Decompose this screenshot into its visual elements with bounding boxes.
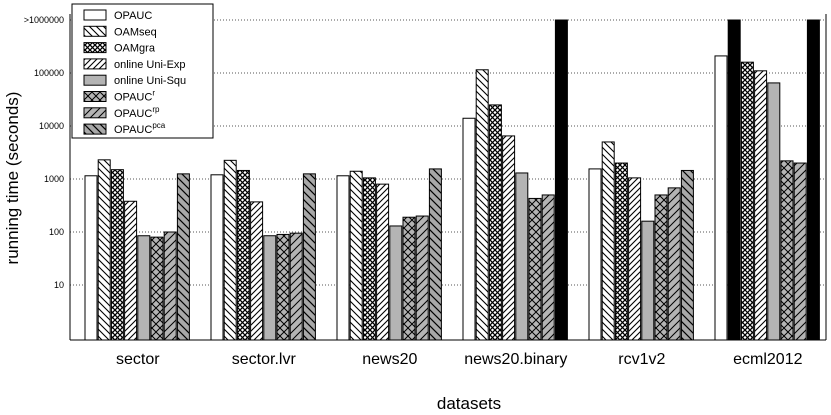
bar-news20-binary-5: [515, 172, 529, 341]
bar-news20-binary-7: [541, 194, 555, 341]
bar-news20-binary-2: [475, 69, 489, 341]
bar-news20-5: [389, 225, 403, 341]
category-label: ecml2012: [733, 351, 802, 368]
bar-sector-4: [124, 200, 138, 341]
category-label: rcv1v2: [618, 351, 665, 368]
category-label: news20: [362, 351, 417, 368]
bar-rcv1v2-1: [588, 168, 602, 341]
legend-swatch: [83, 42, 107, 54]
legend-superscript: pca: [152, 121, 165, 130]
legend-label: OPAUCrp: [114, 105, 160, 120]
bar-rcv1v2-8: [680, 169, 694, 341]
legend-swatch: [83, 91, 107, 102]
y-tick-labels: 10 100 1000 10000 100000 >1000000: [24, 15, 64, 290]
bar-rcv1v2-3: [614, 162, 628, 341]
y-tick-label: 10: [54, 280, 64, 290]
x-category-labels: sector sector.lvr news20 news20.binary rcv1v…: [116, 351, 803, 368]
bar-sector-lvr-4: [250, 201, 264, 341]
legend-swatch: [83, 58, 107, 70]
y-tick-label: >1000000: [24, 15, 64, 25]
bar-ecml2012-8: [806, 19, 820, 341]
y-tick-label: 10000: [39, 121, 64, 131]
category-label: sector.lvr: [232, 351, 297, 368]
bar-rcv1v2-7: [667, 187, 681, 341]
bar-sector-lvr-2: [223, 159, 237, 341]
x-axis-title: datasets: [437, 394, 501, 413]
y-tick-label: 1000: [44, 174, 64, 184]
bar-news20-1: [336, 175, 350, 341]
bar-ecml2012-2: [727, 19, 741, 341]
legend-swatch: [83, 25, 107, 37]
bar-rcv1v2-4: [628, 177, 642, 341]
bar-news20-binary-3: [488, 104, 502, 341]
legend-label: OPAUC: [114, 10, 152, 22]
y-tick-label: 100000: [34, 68, 64, 78]
legend-swatch: [83, 9, 107, 21]
bar-sector-7: [163, 231, 177, 341]
bar-ecml2012-5: [767, 82, 781, 341]
legend-swatch: [83, 107, 107, 119]
bar-rcv1v2-2: [601, 141, 615, 341]
bar-news20-binary-8: [554, 19, 568, 341]
bar-ecml2012-4: [754, 70, 768, 341]
bar-sector-lvr-5: [263, 235, 277, 341]
legend-label: OPAUCr: [114, 89, 155, 104]
bar-rcv1v2-5: [641, 220, 655, 341]
y-axis-title: running time (seconds): [3, 92, 22, 265]
y-tick-label: 100: [49, 227, 64, 237]
legend-superscript: r: [152, 89, 155, 98]
bar-sector-1: [84, 175, 98, 341]
category-label: news20.binary: [464, 351, 567, 368]
bar-sector-lvr-1: [210, 174, 224, 341]
axes: [69, 14, 827, 341]
bar-ecml2012-6: [780, 160, 794, 341]
category-label: sector: [116, 351, 160, 368]
bar-news20-binary-4: [502, 135, 516, 341]
bar-sector-lvr-7: [289, 232, 303, 341]
bar-news20-8: [428, 168, 442, 341]
bar-news20-2: [349, 170, 363, 341]
bar-sector-5: [137, 235, 151, 341]
bar-rcv1v2-6: [654, 194, 668, 341]
bar-news20-binary-6: [528, 197, 542, 341]
bar-news20-6: [402, 216, 416, 341]
legend-label: online Uni-Exp: [114, 59, 186, 71]
bar-sector-3: [110, 169, 124, 341]
legend-swatch: [83, 123, 107, 135]
legend: OPAUC OAMseq OAMgra online Uni-Exp online Un…: [71, 3, 214, 139]
bar-sector-6: [150, 236, 164, 341]
bar-ecml2012-3: [740, 61, 754, 341]
bar-ecml2012-1: [714, 55, 728, 341]
legend-label: OAMgra: [114, 43, 156, 55]
bar-sector-8: [176, 173, 190, 341]
bar-sector-lvr-8: [302, 173, 316, 341]
bar-sector-2: [97, 159, 111, 341]
legend-superscript: rp: [152, 105, 160, 114]
bar-news20-4: [376, 183, 390, 341]
bar-news20-3: [362, 177, 376, 341]
bar-news20-7: [415, 215, 429, 341]
legend-label: OAMseq: [114, 26, 157, 38]
legend-label: online Uni-Squ: [114, 75, 186, 87]
legend-swatch: [83, 74, 107, 86]
bar-sector-lvr-6: [276, 233, 290, 341]
bar-sector-lvr-3: [236, 169, 250, 341]
bar-news20-binary-1: [462, 117, 476, 341]
bar-ecml2012-7: [793, 162, 807, 341]
